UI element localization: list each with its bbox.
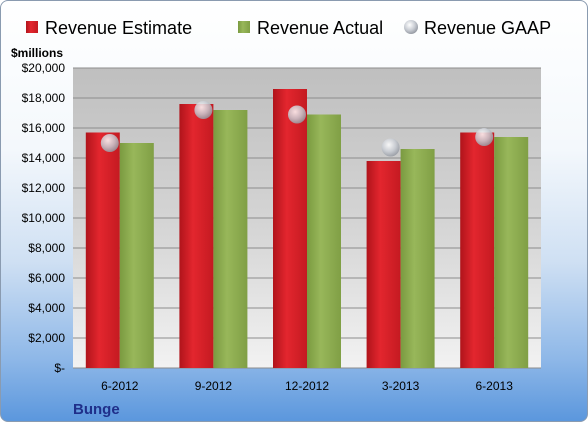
y-tick-label: $6,000: [28, 271, 65, 285]
y-tick-label: $18,000: [22, 91, 66, 105]
bar-revenue-actual: [400, 149, 435, 368]
company-name: Bunge: [73, 401, 120, 418]
x-tick-label: 3-2013: [382, 379, 420, 393]
x-axis-ticks: 6-2012 9-2012 12-2012 3-2013 6-2013: [101, 379, 513, 393]
bar-revenue-estimate: [85, 132, 120, 368]
bars: [85, 89, 529, 368]
bar-revenue-estimate: [366, 161, 401, 368]
marker-revenue-gaap: [100, 134, 119, 152]
y-tick-label: $10,000: [22, 211, 66, 225]
y-tick-label: $20,000: [22, 61, 66, 75]
x-tick-label: 6-2012: [101, 379, 139, 393]
bar-revenue-estimate: [179, 104, 214, 368]
unit-label: $millions: [11, 46, 63, 60]
x-tick-label: 6-2013: [476, 379, 514, 393]
bar-revenue-actual: [213, 110, 248, 368]
gaap-markers: [100, 101, 494, 157]
bar-revenue-actual: [307, 114, 341, 368]
marker-revenue-gaap: [475, 128, 494, 146]
marker-revenue-gaap: [381, 138, 400, 157]
bar-revenue-actual: [494, 137, 529, 368]
y-axis-ticks: $- $2,000 $4,000 $6,000 $8,000 $10,000 $12,000…: [22, 61, 66, 375]
bar-revenue-estimate: [460, 132, 495, 368]
y-tick-label: $14,000: [22, 151, 66, 165]
x-tick-label: 12-2012: [285, 379, 329, 393]
y-tick-label: $8,000: [28, 241, 65, 255]
legend-swatch-gaap: [404, 20, 418, 34]
legend-label-gaap: Revenue GAAP: [424, 18, 551, 38]
bar-revenue-actual: [119, 143, 154, 368]
y-tick-label: $4,000: [28, 301, 65, 315]
y-tick-label: $2,000: [28, 331, 65, 345]
legend-swatch-actual: [238, 21, 250, 33]
legend: Revenue Estimate Revenue Actual Revenue …: [26, 18, 551, 38]
y-tick-label: $16,000: [22, 121, 66, 135]
y-tick-label: $12,000: [22, 181, 66, 195]
legend-label-actual: Revenue Actual: [257, 18, 383, 38]
marker-revenue-gaap: [194, 101, 213, 119]
x-tick-label: 9-2012: [195, 379, 233, 393]
marker-revenue-gaap: [288, 105, 306, 124]
legend-label-estimate: Revenue Estimate: [45, 18, 192, 38]
bar-revenue-estimate: [273, 89, 307, 368]
y-tick-label: $-: [54, 361, 65, 375]
legend-swatch-estimate: [26, 21, 38, 33]
